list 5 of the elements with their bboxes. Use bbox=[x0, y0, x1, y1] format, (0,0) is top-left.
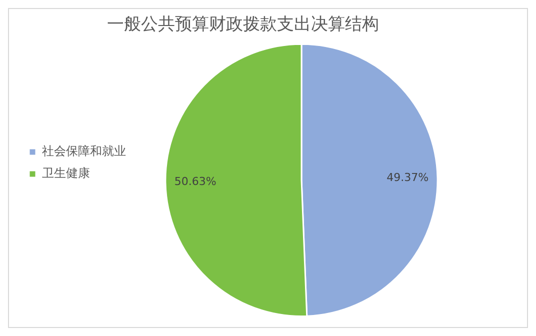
chart-title: 一般公共预算财政拨款支出决算结构 bbox=[107, 14, 379, 35]
data-label: 49.37% bbox=[386, 170, 429, 184]
data-label: 50.63% bbox=[174, 175, 216, 188]
legend-label: 卫生健康 bbox=[42, 166, 90, 180]
legend-label: 社会保障和就业 bbox=[42, 144, 126, 158]
